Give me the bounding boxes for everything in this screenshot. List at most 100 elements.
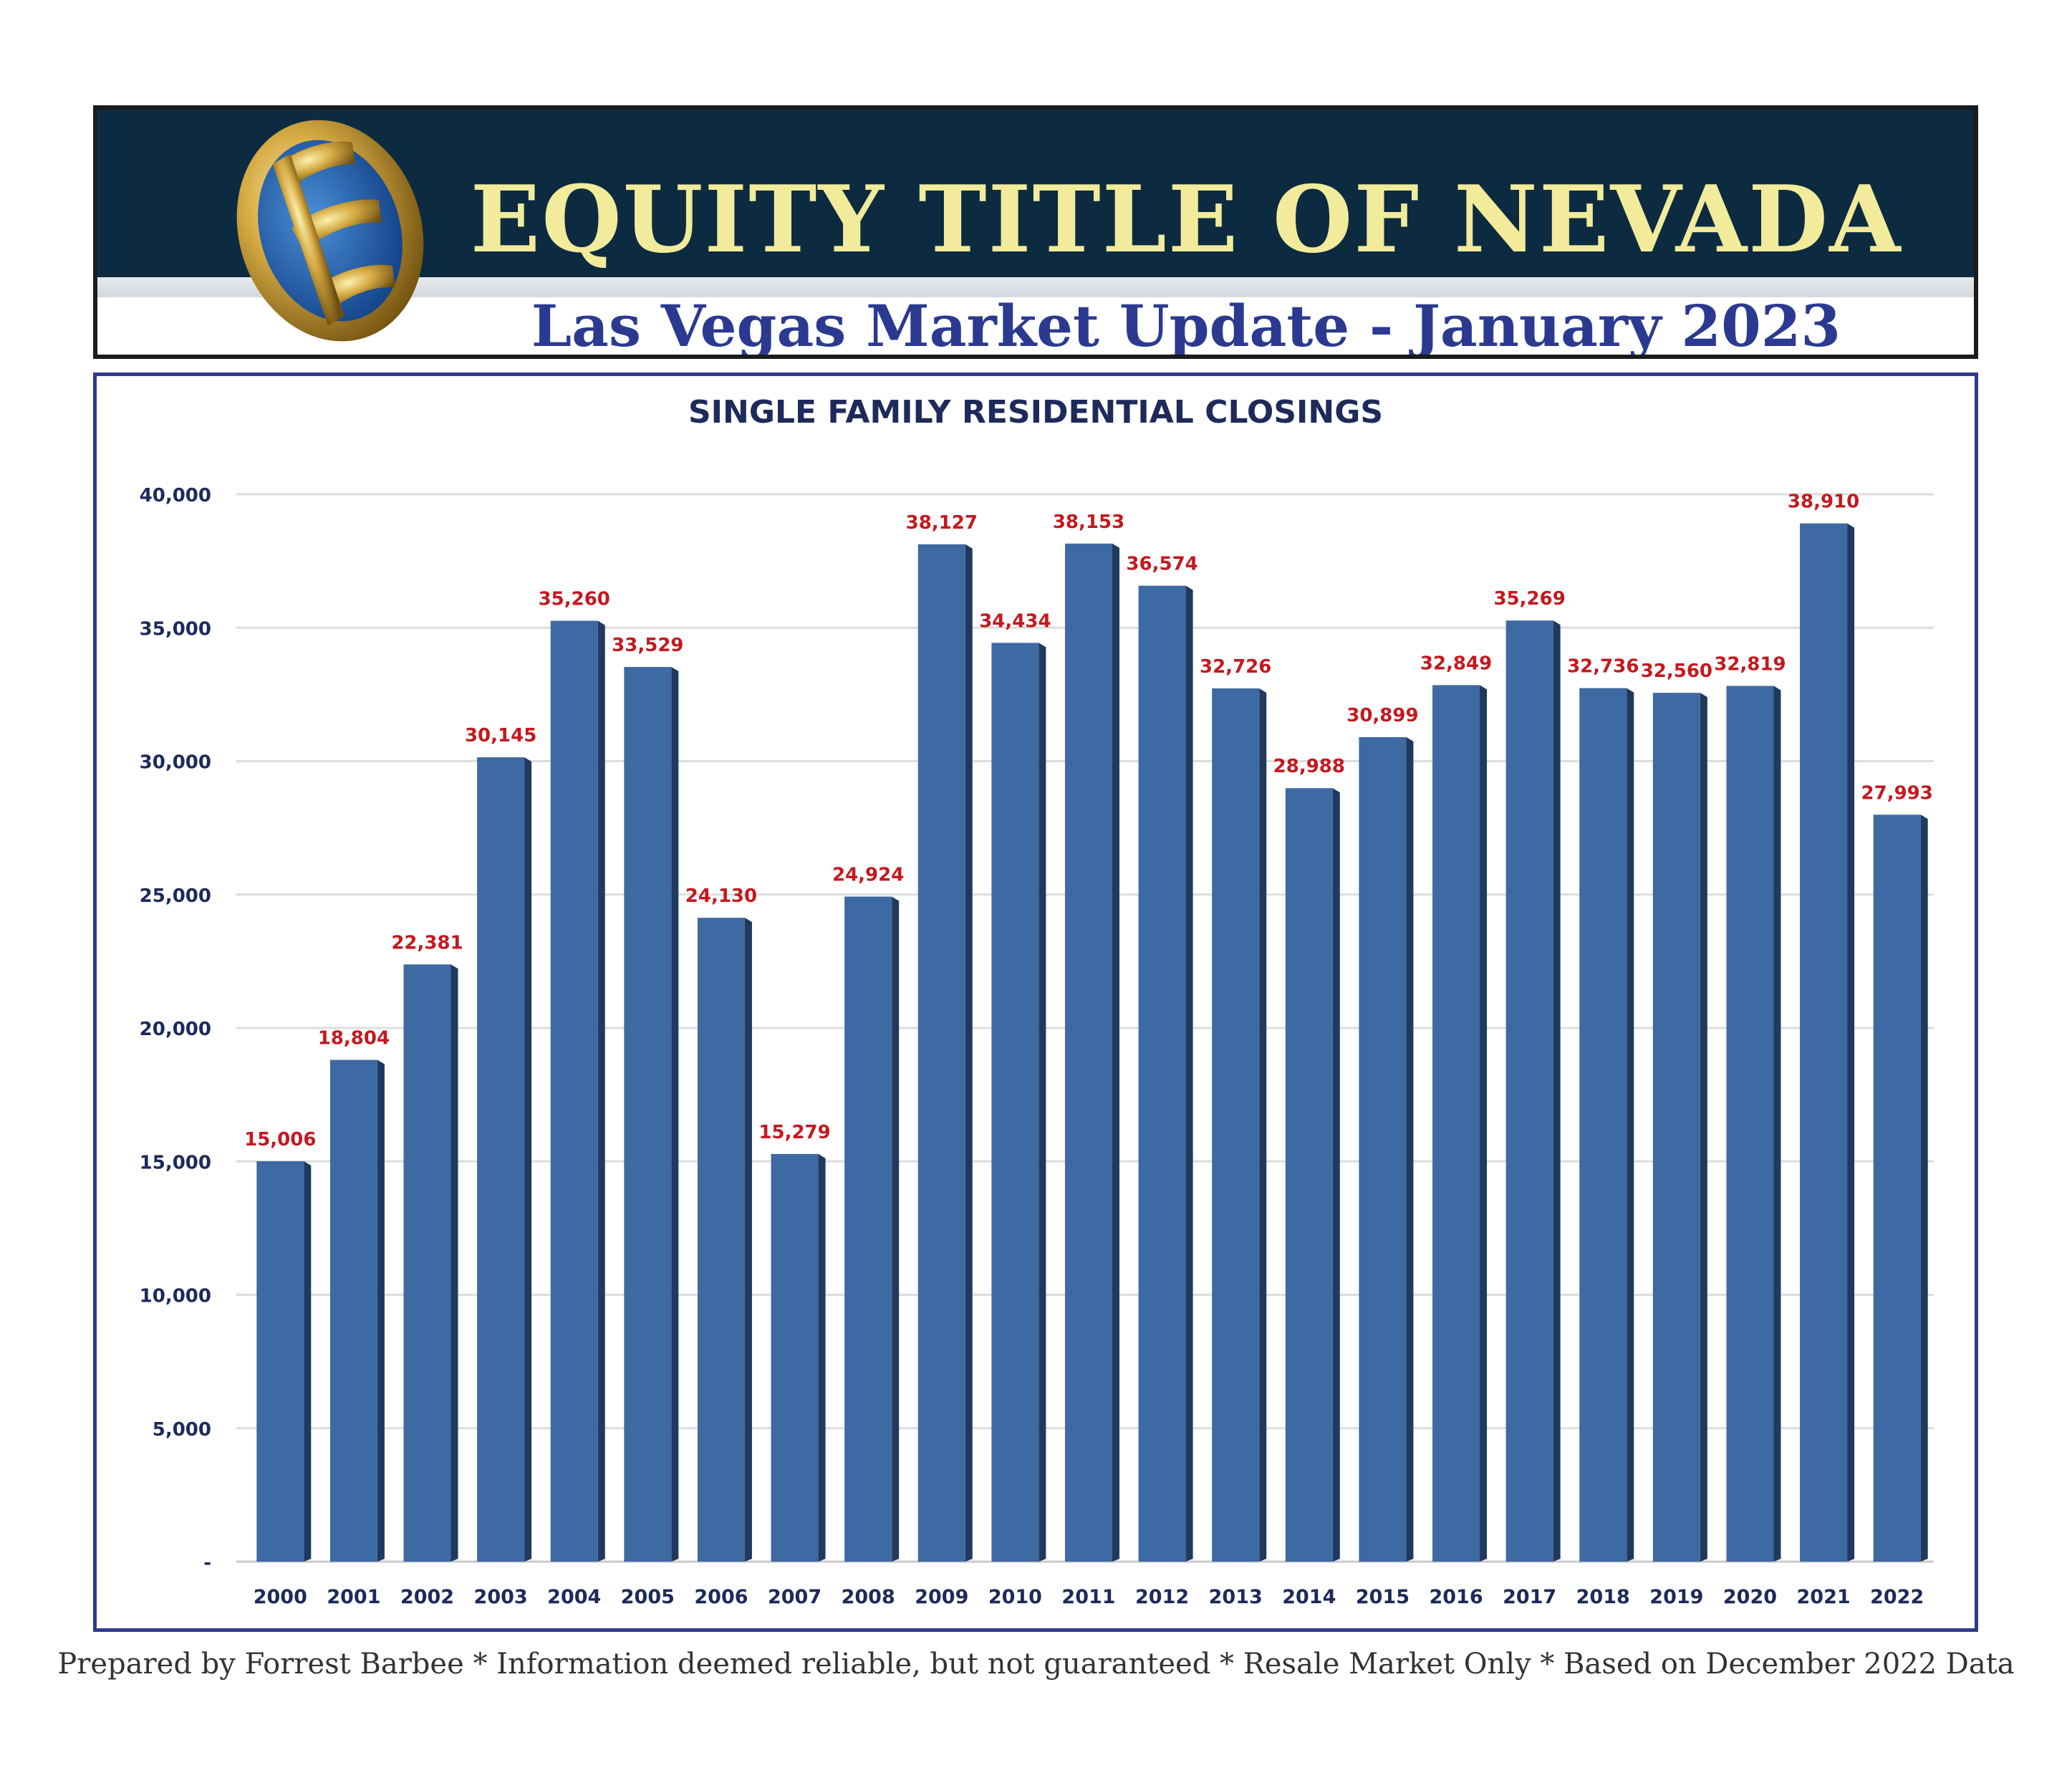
x-tick-label: 2009 xyxy=(915,1586,968,1608)
bars xyxy=(256,523,1928,1562)
x-tick-label: 2002 xyxy=(400,1586,454,1608)
value-label: 35,269 xyxy=(1493,588,1565,610)
bar xyxy=(1065,543,1112,1562)
bar xyxy=(1505,620,1553,1562)
value-label: 30,899 xyxy=(1346,705,1418,726)
x-tick-label: 2021 xyxy=(1797,1586,1851,1608)
bar-side xyxy=(1773,686,1781,1562)
x-tick-label: 2015 xyxy=(1356,1586,1410,1608)
y-tick-label: 40,000 xyxy=(140,485,211,506)
value-label: 33,529 xyxy=(612,635,683,656)
value-label: 38,127 xyxy=(906,512,978,534)
bar xyxy=(1726,686,1774,1562)
y-tick-label: 30,000 xyxy=(140,752,211,774)
bar-side xyxy=(304,1161,312,1562)
x-tick-label: 2022 xyxy=(1870,1586,1924,1608)
value-label: 22,381 xyxy=(391,932,463,953)
bar-side xyxy=(1112,543,1119,1562)
bar xyxy=(844,896,892,1562)
footer-note: Prepared by Forrest Barbee * Information… xyxy=(57,1648,2015,1681)
bar xyxy=(403,964,451,1562)
bar xyxy=(1285,788,1333,1562)
value-label: 32,560 xyxy=(1641,660,1712,682)
company-name: EQUITY TITLE OF NEVADA xyxy=(470,166,1902,274)
value-label: 32,819 xyxy=(1714,653,1786,675)
bar-side xyxy=(1700,693,1707,1562)
y-tick-label: 35,000 xyxy=(140,618,211,640)
closings-bar-chart: SINGLE FAMILY RESIDENTIAL CLOSINGS - 5,00… xyxy=(140,394,1934,1608)
bar xyxy=(1212,688,1260,1562)
x-tick-label: 2012 xyxy=(1135,1586,1189,1608)
bar-side xyxy=(1332,788,1340,1562)
bar xyxy=(1800,523,1848,1562)
x-tick-label: 2010 xyxy=(988,1586,1042,1608)
x-tick-label: 2016 xyxy=(1429,1586,1483,1608)
x-tick-label: 2006 xyxy=(694,1586,748,1608)
bar xyxy=(697,918,745,1562)
x-tick-label: 2007 xyxy=(768,1586,821,1608)
x-axis-ticks: 2000 2001 2002 2003 2004 2005 2006 2007 2008 2009… xyxy=(254,1586,1924,1608)
value-label: 18,804 xyxy=(318,1028,390,1049)
value-label: 38,153 xyxy=(1053,511,1124,533)
bar-side xyxy=(1185,585,1193,1562)
x-tick-label: 2008 xyxy=(842,1586,895,1608)
x-tick-label: 2014 xyxy=(1282,1586,1336,1608)
bar xyxy=(1652,693,1700,1562)
x-tick-label: 2018 xyxy=(1576,1586,1630,1608)
bar-side xyxy=(1847,523,1855,1562)
value-label: 34,434 xyxy=(979,610,1051,632)
bar-side xyxy=(1406,737,1414,1562)
y-tick-label: 10,000 xyxy=(140,1286,211,1307)
bar-side xyxy=(671,667,679,1562)
x-tick-label: 2003 xyxy=(474,1586,528,1608)
value-label: 24,924 xyxy=(832,865,904,886)
bar-side xyxy=(965,544,973,1562)
bar-side xyxy=(1039,643,1046,1562)
y-tick-label: - xyxy=(203,1552,211,1574)
y-tick-label: 15,000 xyxy=(140,1152,211,1173)
bar xyxy=(256,1161,304,1562)
y-axis-ticks: - 5,000 10,000 15,000 20,000 25,000 30,000 35,0… xyxy=(140,485,211,1574)
bar xyxy=(917,544,965,1562)
bar-side xyxy=(597,620,605,1562)
x-tick-label: 2001 xyxy=(327,1586,380,1608)
y-tick-label: 5,000 xyxy=(153,1419,211,1441)
bar-side xyxy=(744,918,752,1562)
gold-ring-e-logo-icon xyxy=(236,120,424,342)
bar xyxy=(991,643,1039,1562)
value-label: 28,988 xyxy=(1273,756,1345,777)
bar xyxy=(477,757,525,1562)
value-label: 32,736 xyxy=(1567,656,1639,678)
value-label: 36,574 xyxy=(1126,554,1198,575)
bar xyxy=(329,1059,377,1562)
bar-side xyxy=(377,1059,385,1562)
x-tick-label: 2005 xyxy=(621,1586,675,1608)
bar xyxy=(550,620,598,1562)
bar-side xyxy=(818,1153,826,1562)
value-label: 32,849 xyxy=(1420,653,1492,674)
bar-side xyxy=(1627,688,1634,1562)
value-labels: 15,006 18,804 22,381 30,145 35,260 33,529 24,1… xyxy=(244,491,1933,1150)
bar-side xyxy=(1259,688,1267,1562)
value-label: 15,006 xyxy=(244,1129,316,1150)
value-label: 38,910 xyxy=(1788,491,1859,513)
bar xyxy=(624,667,672,1562)
bar xyxy=(1359,737,1407,1562)
x-tick-label: 2019 xyxy=(1649,1586,1703,1608)
bar-side xyxy=(1553,620,1561,1562)
bar-side xyxy=(1920,814,1928,1562)
y-tick-label: 20,000 xyxy=(140,1019,211,1040)
bar-side xyxy=(450,964,458,1562)
value-label: 35,260 xyxy=(539,589,610,610)
bar xyxy=(1432,685,1480,1562)
x-tick-label: 2020 xyxy=(1723,1586,1777,1608)
bar xyxy=(771,1153,819,1562)
x-tick-label: 2017 xyxy=(1503,1586,1556,1608)
bar xyxy=(1579,688,1627,1562)
value-label: 30,145 xyxy=(465,725,536,746)
x-tick-label: 2013 xyxy=(1209,1586,1263,1608)
value-label: 24,130 xyxy=(685,885,757,907)
value-label: 27,993 xyxy=(1861,782,1933,804)
bar xyxy=(1138,585,1186,1562)
x-tick-label: 2004 xyxy=(547,1586,601,1608)
